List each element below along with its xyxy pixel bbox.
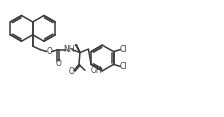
Text: Cl: Cl [119,62,127,71]
Text: O: O [56,59,62,68]
Text: Cl: Cl [119,45,127,54]
Text: O: O [69,67,75,76]
Text: NH: NH [63,45,75,54]
Text: O: O [46,47,52,56]
Polygon shape [75,45,80,53]
Text: OH: OH [90,66,102,75]
